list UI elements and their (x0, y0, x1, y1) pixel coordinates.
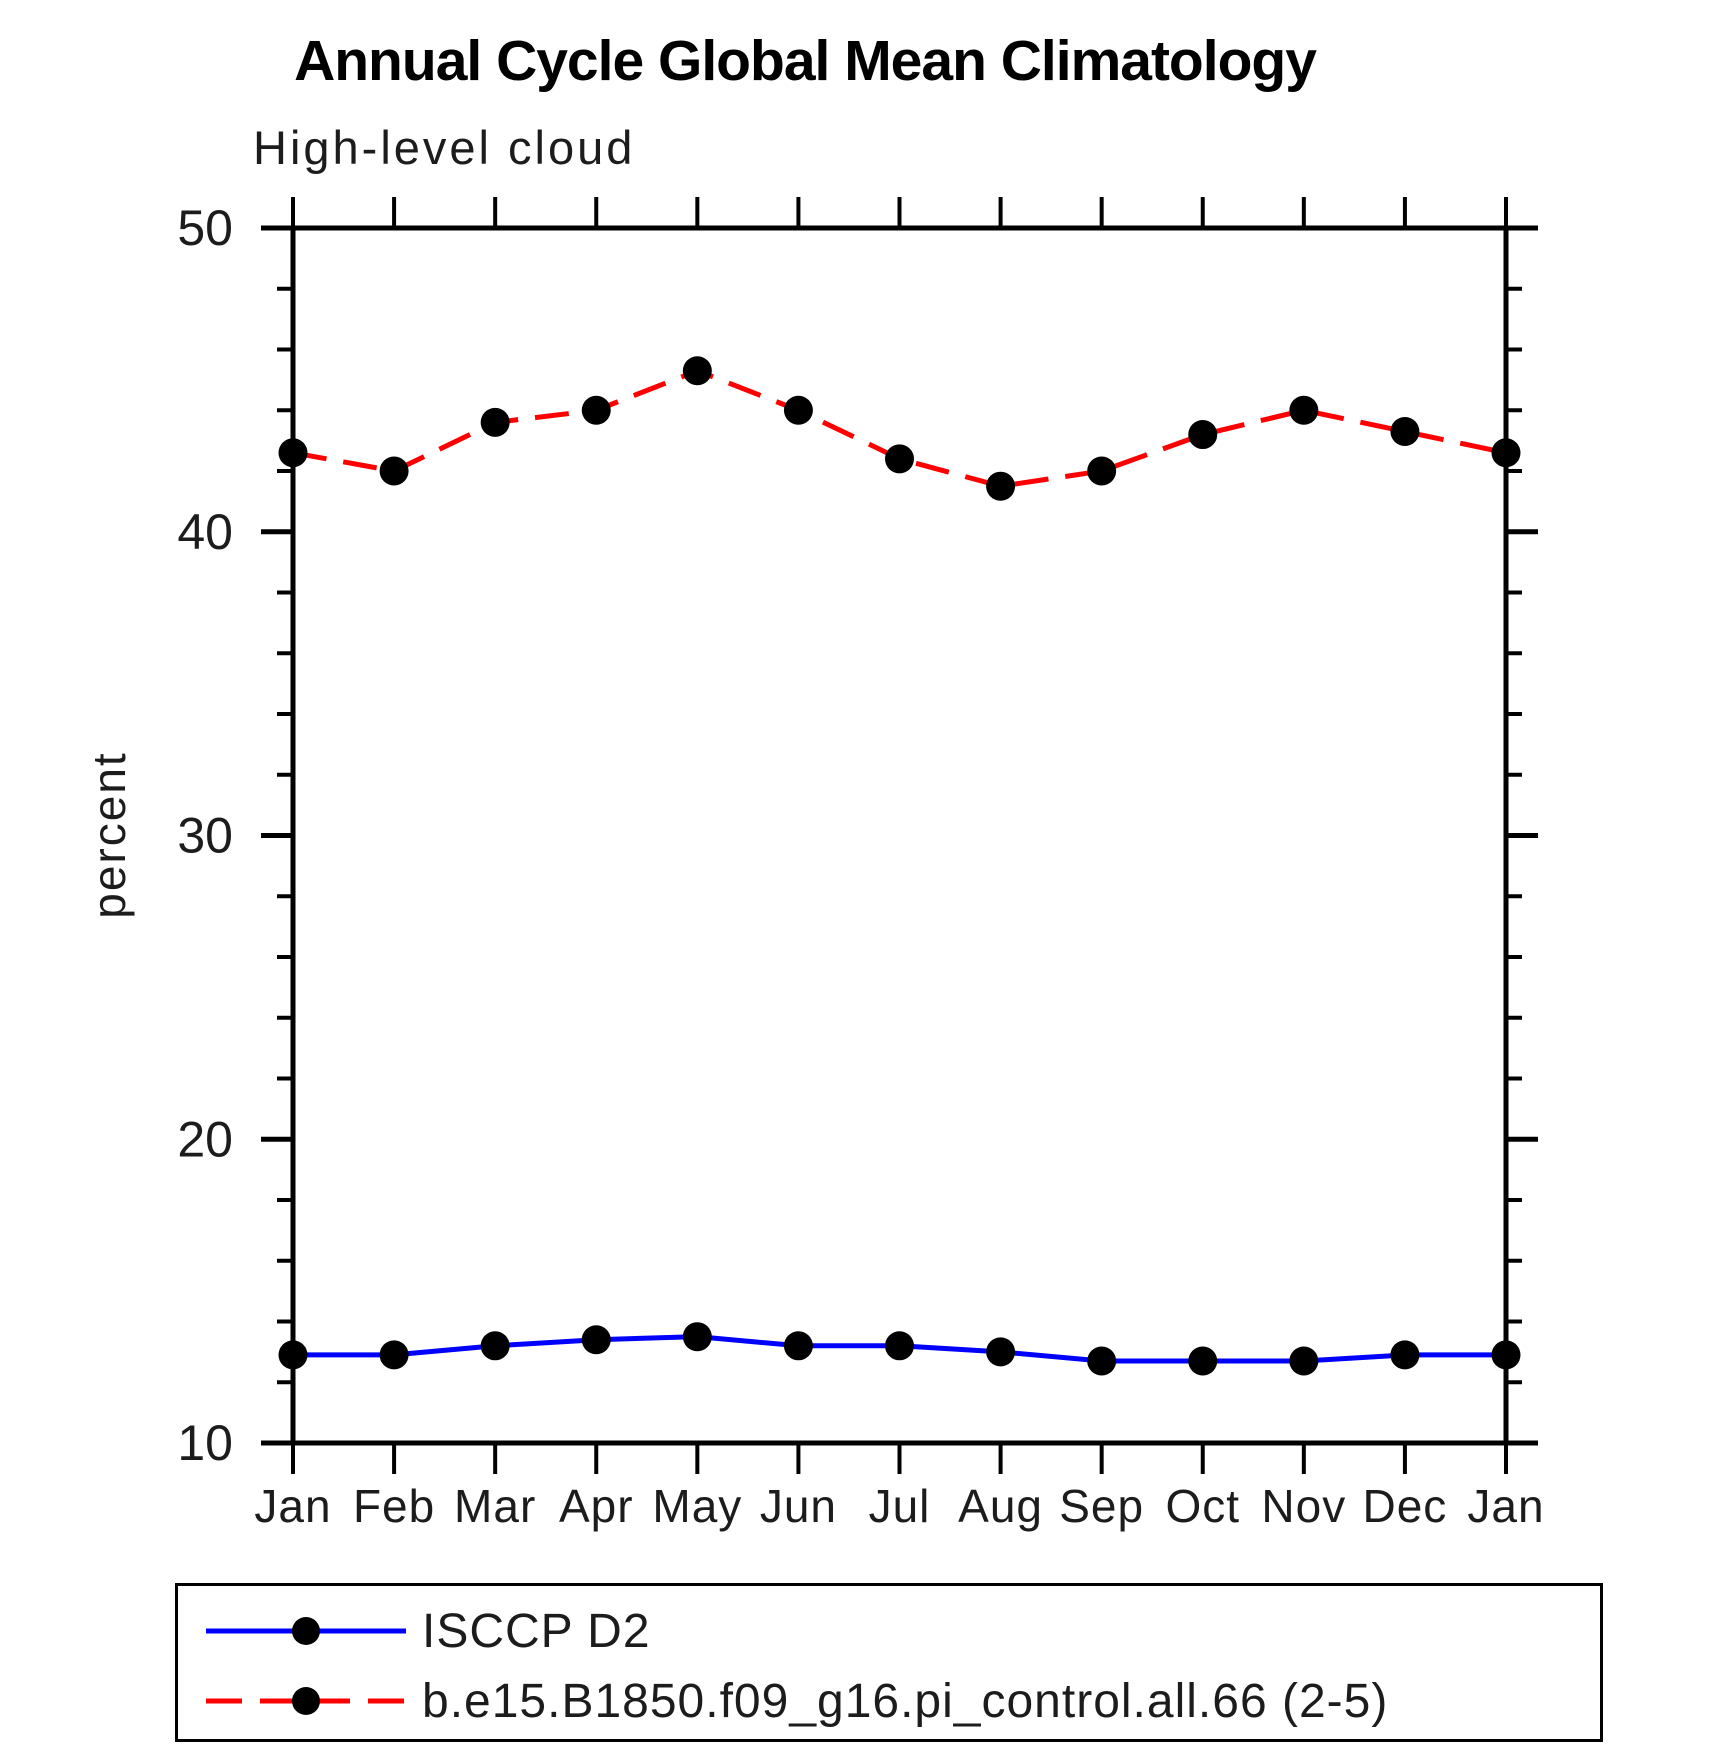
data-point-marker (1087, 456, 1117, 486)
legend-line-sample-dashed (206, 1687, 406, 1715)
data-point-marker (986, 471, 1016, 501)
x-tick-label: Dec (1363, 1480, 1448, 1532)
x-tick-label: May (652, 1480, 742, 1532)
legend-label-model: b.e15.B1850.f09_g16.pi_control.all.66 (2… (422, 1674, 1389, 1728)
x-tick-label: Aug (958, 1480, 1043, 1532)
y-tick-label: 40 (177, 504, 233, 560)
y-tick-label: 30 (177, 808, 233, 864)
data-point-marker (278, 1340, 308, 1370)
y-tick-label: 20 (177, 1111, 233, 1167)
data-point-marker (783, 1331, 813, 1361)
legend-line-sample-solid (206, 1617, 406, 1645)
chart-subtitle: High-level cloud (253, 121, 636, 174)
x-tick-label: Jul (869, 1480, 931, 1532)
y-axis-label: percent (83, 751, 135, 918)
legend: ISCCP D2 b.e15.B1850.f09_g16.pi_control.… (175, 1583, 1603, 1742)
data-point-marker (885, 1331, 914, 1361)
data-point-marker (1289, 395, 1319, 425)
x-tick-label: Nov (1261, 1480, 1346, 1532)
x-tick-label: Oct (1165, 1480, 1240, 1532)
x-tick-label: Apr (559, 1480, 634, 1532)
data-point-marker (379, 1340, 409, 1370)
data-point-marker (480, 407, 510, 437)
data-point-marker (1188, 1346, 1218, 1376)
x-tick-label: Mar (454, 1480, 536, 1532)
legend-marker-icon (292, 1687, 320, 1715)
data-point-marker (581, 395, 611, 425)
legend-label-obs: ISCCP D2 (422, 1604, 651, 1658)
legend-marker-icon (292, 1617, 320, 1645)
y-tick-label: 10 (177, 1415, 233, 1471)
legend-item: ISCCP D2 (204, 1605, 651, 1658)
x-tick-label: Feb (353, 1480, 435, 1532)
data-point-marker (783, 395, 813, 425)
data-point-marker (1390, 417, 1420, 447)
x-tick-label: Jun (760, 1480, 837, 1532)
x-tick-label: Jan (254, 1480, 331, 1532)
data-point-marker (1188, 420, 1218, 450)
data-point-marker (1289, 1346, 1319, 1376)
data-point-marker (1087, 1346, 1117, 1376)
data-point-marker (379, 456, 409, 486)
plot-frame (290, 225, 1509, 1446)
y-tick-label: 50 (177, 200, 233, 256)
data-point-marker (581, 1325, 611, 1355)
data-point-marker (885, 444, 914, 474)
data-point-marker (682, 1322, 712, 1352)
data-point-marker (278, 438, 308, 468)
data-point-marker (986, 1337, 1016, 1367)
data-point-marker (480, 1331, 510, 1361)
legend-item: b.e15.B1850.f09_g16.pi_control.all.66 (2… (204, 1675, 1388, 1728)
chart-title: Annual Cycle Global Mean Climatology (294, 29, 1317, 93)
data-point-marker (682, 356, 712, 386)
x-tick-label: Jan (1467, 1480, 1544, 1532)
data-point-marker (1491, 1340, 1521, 1370)
data-point-marker (1390, 1340, 1420, 1370)
x-tick-label: Sep (1059, 1480, 1144, 1532)
data-point-marker (1491, 438, 1521, 468)
